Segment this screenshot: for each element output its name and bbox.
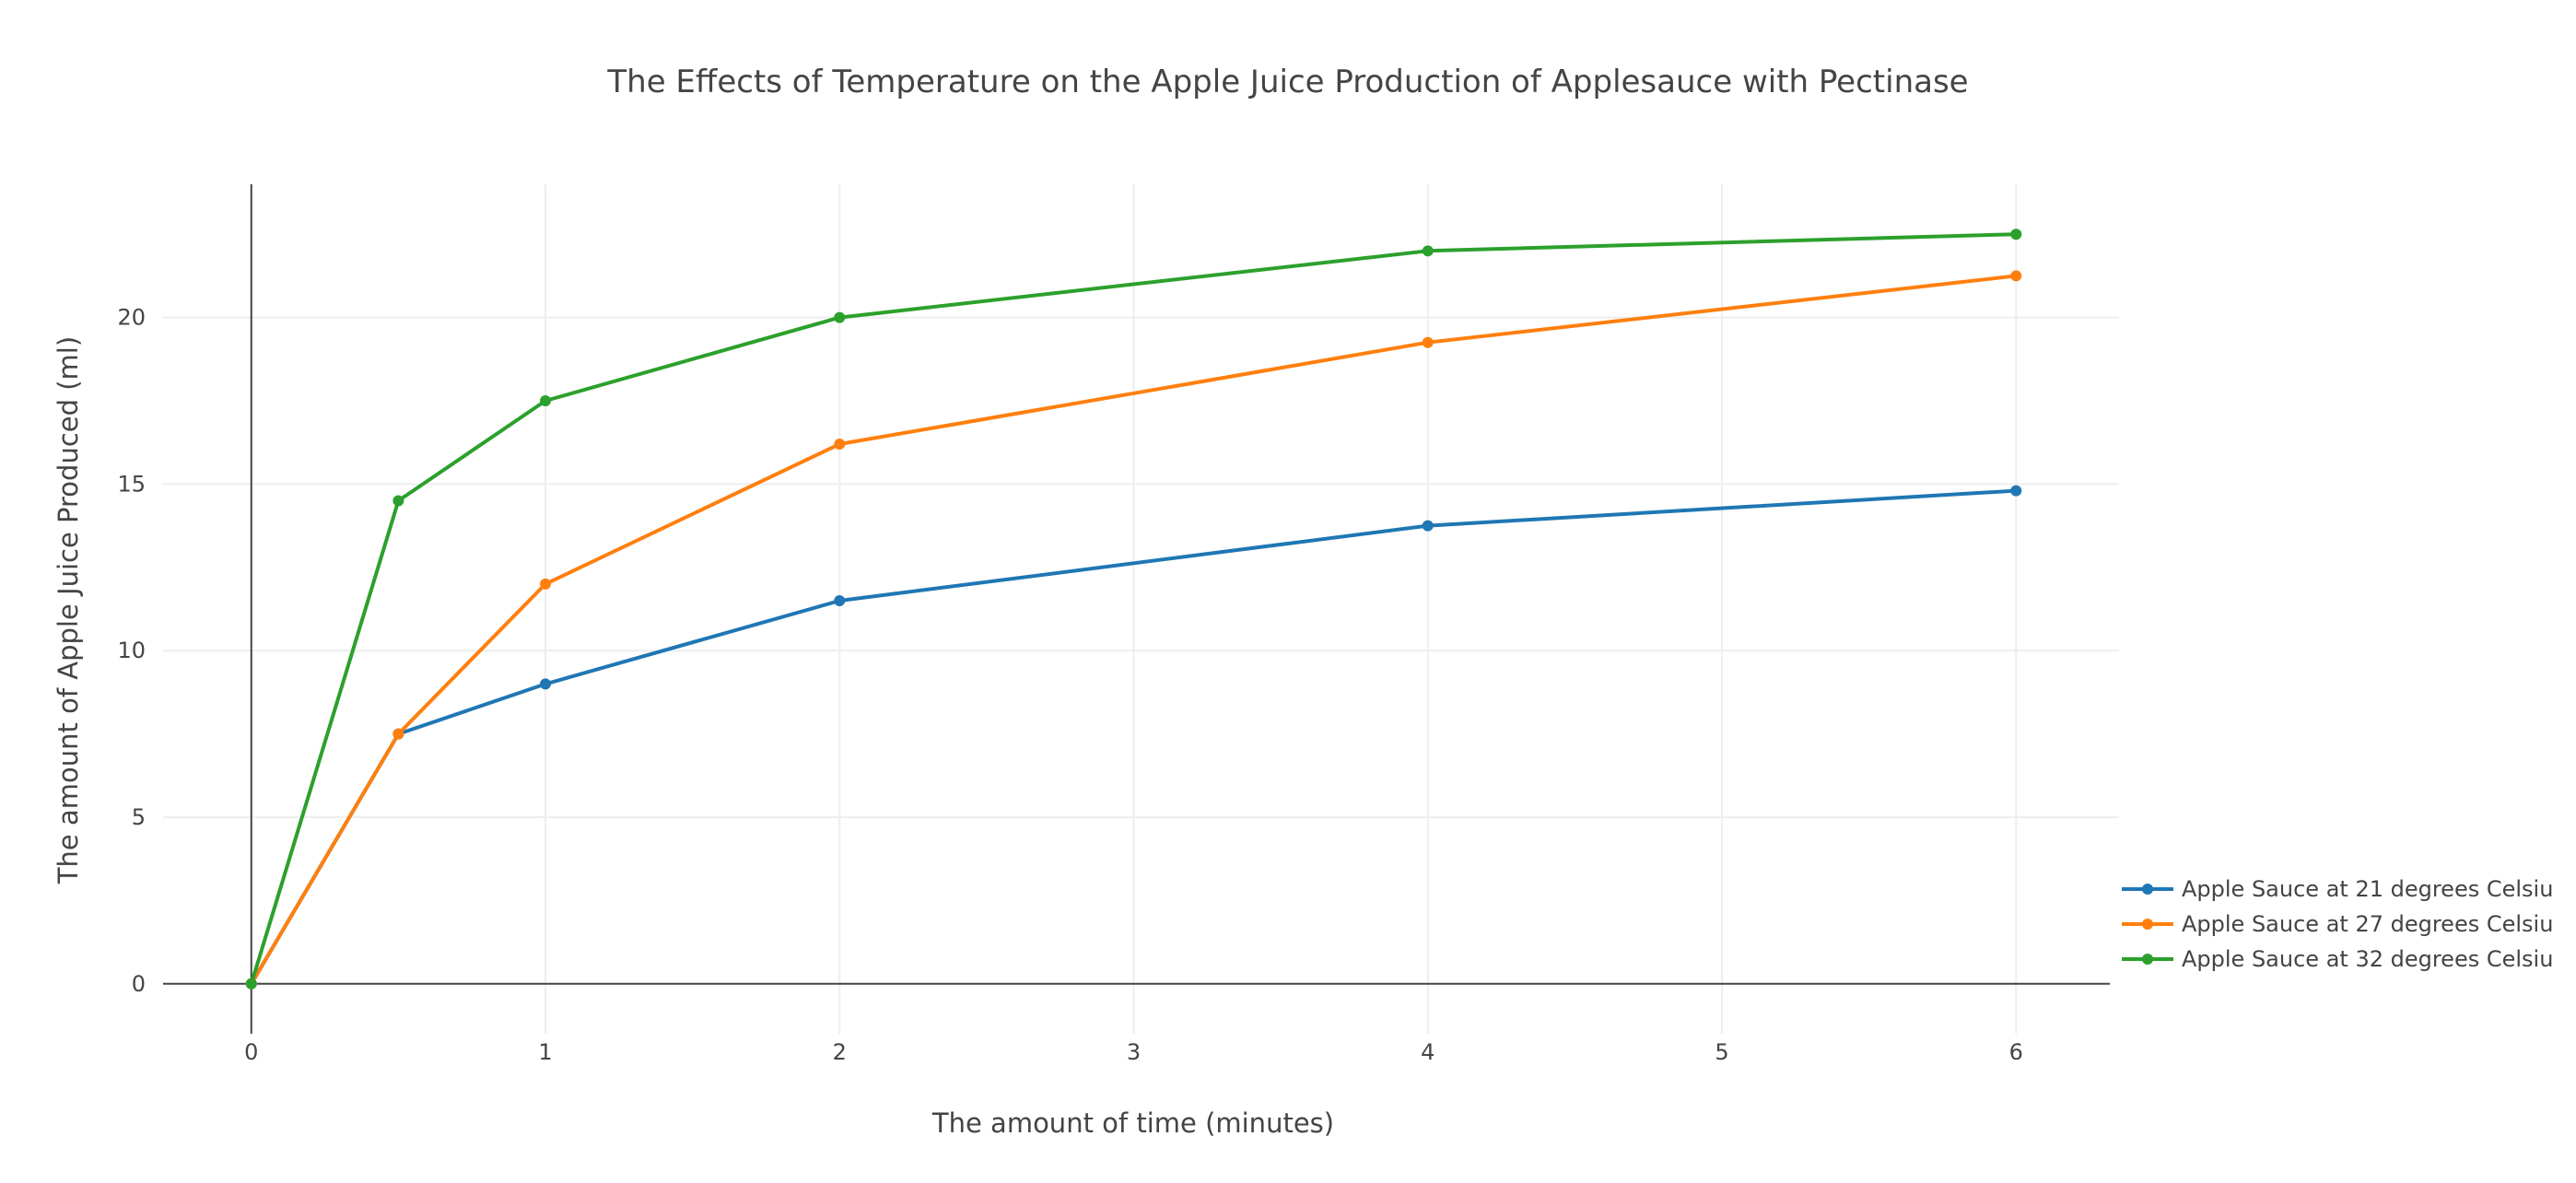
data-point[interactable] [540, 395, 552, 407]
series-3 [245, 228, 2022, 990]
legend-marker [2142, 954, 2153, 965]
x-tick-labels: 0 1 2 3 4 5 6 [244, 1039, 2023, 1065]
data-point[interactable] [1422, 245, 1434, 257]
data-point[interactable] [540, 578, 552, 590]
x-tick-label: 3 [1127, 1039, 1141, 1065]
data-point[interactable] [1422, 520, 1434, 532]
gridlines [163, 184, 2119, 1034]
legend[interactable]: Apple Sauce at 21 degrees Celsiu Apple Sa… [2122, 876, 2553, 972]
x-tick-label: 5 [1715, 1039, 1728, 1065]
data-point[interactable] [834, 594, 846, 606]
series-line [250, 274, 2017, 985]
y-tick-label: 5 [132, 804, 146, 830]
y-tick-label: 20 [117, 305, 146, 331]
axes [163, 184, 2110, 1034]
chart-title: The Effects of Temperature on the Apple … [606, 64, 1968, 100]
legend-item[interactable]: Apple Sauce at 21 degrees Celsiu [2122, 876, 2553, 902]
x-tick-label: 4 [1421, 1039, 1434, 1065]
data-point[interactable] [2010, 485, 2022, 497]
data-point[interactable] [834, 311, 846, 323]
x-tick-label: 6 [2009, 1039, 2023, 1065]
y-axis-title: The amount of Apple Juice Produced (ml) [53, 336, 84, 884]
data-point[interactable] [834, 439, 846, 451]
data-point[interactable] [2010, 270, 2022, 282]
data-point[interactable] [392, 728, 404, 740]
x-tick-label: 1 [538, 1039, 552, 1065]
series-lines [245, 228, 2022, 990]
data-point[interactable] [540, 678, 552, 690]
legend-item[interactable]: Apple Sauce at 27 degrees Celsiu [2122, 911, 2553, 937]
legend-marker [2142, 884, 2153, 895]
data-point[interactable] [392, 495, 404, 507]
y-tick-label: 0 [132, 971, 146, 997]
legend-item[interactable]: Apple Sauce at 32 degrees Celsiu [2122, 946, 2553, 972]
series-line [249, 232, 2017, 985]
x-tick-label: 0 [244, 1039, 258, 1065]
legend-label: Apple Sauce at 32 degrees Celsiu [2182, 946, 2553, 972]
x-axis-title: The amount of time (minutes) [931, 1107, 1334, 1139]
y-tick-label: 10 [117, 638, 146, 663]
legend-label: Apple Sauce at 27 degrees Celsiu [2182, 911, 2553, 937]
x-tick-label: 2 [833, 1039, 847, 1065]
y-tick-labels: 0 5 10 15 20 [117, 305, 146, 997]
data-point[interactable] [245, 978, 257, 990]
legend-label: Apple Sauce at 21 degrees Celsiu [2182, 876, 2553, 902]
y-tick-label: 15 [117, 471, 146, 497]
legend-marker [2142, 919, 2153, 930]
data-point[interactable] [2010, 228, 2022, 240]
data-point[interactable] [1422, 336, 1434, 348]
